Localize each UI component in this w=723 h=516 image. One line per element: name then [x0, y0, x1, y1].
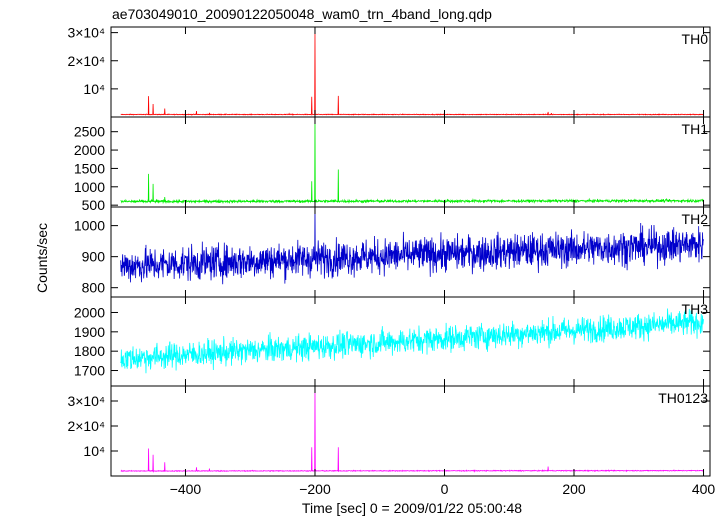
y-tick-label: 10⁴ [83, 443, 105, 459]
panel-label: TH2 [682, 211, 709, 227]
y-tick-label: 1500 [74, 160, 105, 176]
y-tick-label: 3×10⁴ [67, 393, 105, 409]
y-tick-label: 1000 [74, 218, 105, 234]
panel-th1: 500 1000 1500 2000 2500 TH1 [74, 116, 711, 213]
panel-th0: 10⁴ 2×10⁴ 3×10⁴ TH0 [67, 25, 711, 118]
series-line-th0 [120, 32, 704, 117]
y-tick-label: 2000 [74, 142, 105, 158]
panel-label: TH0 [682, 31, 709, 47]
y-tick-label: 1900 [74, 324, 105, 340]
y-tick-label: 900 [82, 249, 106, 265]
y-tick-label: 2×10⁴ [67, 418, 105, 434]
y-tick-label: 500 [82, 197, 106, 213]
panel-th3: 1700 1800 1900 2000 TH3 [74, 296, 711, 387]
panel-frame [110, 116, 711, 208]
y-tick-label: 2500 [74, 124, 105, 140]
series-line-th1 [120, 117, 704, 205]
x-tick-label: 0 [441, 481, 449, 497]
figure-title: ae703049010_20090122050048_wam0_trn_4ban… [112, 6, 492, 22]
y-tick-label: 2000 [74, 304, 105, 320]
y-tick-label: 3×10⁴ [67, 25, 105, 41]
panel-label: TH1 [682, 121, 709, 137]
x-tick-label: −200 [299, 481, 331, 497]
panel-th2: 800 900 1000 TH2 [74, 206, 711, 298]
series-line-th0123 [120, 387, 704, 473]
y-tick-label: 1700 [74, 363, 105, 379]
y-tick-label: 1800 [74, 343, 105, 359]
panel-frame [110, 26, 711, 118]
panel-frame [110, 385, 711, 477]
x-axis-label: Time [sec] 0 = 2009/01/22 05:00:48 [302, 500, 522, 516]
y-tick-label: 2×10⁴ [67, 53, 105, 69]
panels-group: 10⁴ 2×10⁴ 3×10⁴ TH0 500 1000 1500 2000 2500 TH1 80… [67, 25, 711, 477]
panel-label: TH0123 [658, 390, 708, 406]
x-tick-label: 200 [562, 481, 586, 497]
y-tick-label: 800 [82, 280, 106, 296]
panel-th0123: 10⁴ 2×10⁴ 3×10⁴ TH0123 [67, 385, 711, 477]
y-tick-label: 1000 [74, 179, 105, 195]
series-line-th2 [120, 207, 704, 285]
panel-label: TH3 [682, 301, 709, 317]
y-axis-label: Counts/sec [34, 223, 50, 293]
x-tick-label: −400 [170, 481, 202, 497]
series-line-th3 [120, 308, 704, 374]
y-tick-label: 10⁴ [83, 81, 105, 97]
x-tick-label: 400 [692, 481, 716, 497]
x-axis: −400 −200 0 200 400 [170, 481, 716, 497]
